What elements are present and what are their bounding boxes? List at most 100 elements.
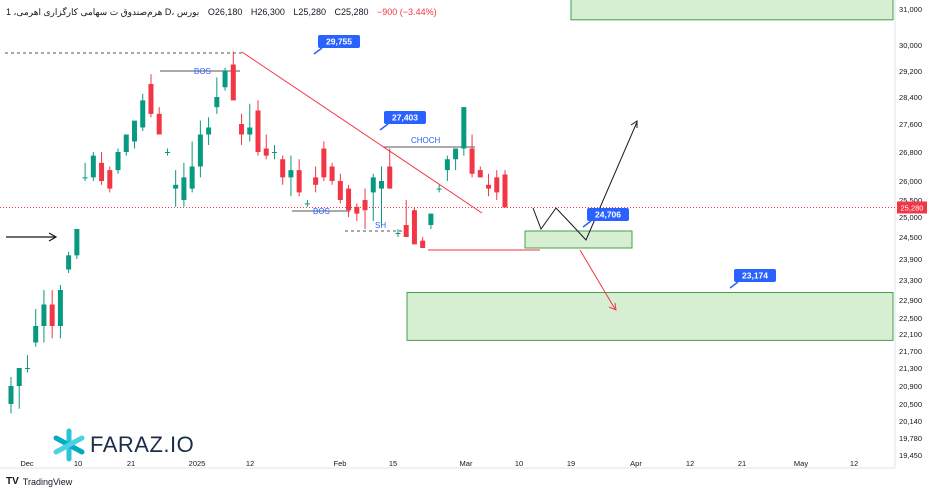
y-tick-label: 21,700	[899, 347, 922, 356]
candle-body	[280, 159, 286, 178]
x-tick-label: 12	[246, 459, 254, 468]
bearish-arrow-head	[608, 302, 617, 311]
candle-body	[247, 127, 253, 135]
demand-zone-1	[570, 0, 894, 21]
y-tick-label: 31,000	[899, 5, 922, 14]
current-price-text: 25,280	[901, 203, 924, 212]
x-tick-label: Dec	[20, 459, 34, 468]
candle-body	[123, 134, 129, 152]
y-tick-label: 23,900	[899, 255, 922, 264]
candle-body	[362, 200, 368, 211]
candle-body	[140, 100, 146, 128]
candle-body	[436, 188, 442, 190]
candle-body	[428, 213, 434, 225]
y-tick-label: 20,900	[899, 382, 922, 391]
high-value: H26,300	[250, 7, 285, 17]
y-tick-label: 19,780	[899, 434, 922, 443]
candle-body	[74, 229, 80, 256]
demand-zone-3	[406, 292, 894, 341]
candle-body	[82, 177, 88, 179]
tradingview-footer[interactable]: TV TradingView	[6, 476, 72, 487]
y-tick-label: 26,000	[899, 177, 922, 186]
y-tick-label: 30,000	[899, 41, 922, 50]
candle-body	[148, 84, 154, 114]
candle-body	[354, 206, 360, 214]
candle-body	[197, 134, 203, 167]
y-tick-label: 24,500	[899, 233, 922, 242]
demand-zone-2	[524, 230, 633, 249]
symbol-name: 1 ،هرم‌صندوق ت‌ سهامی کارگزاری‌ اهرمی D،…	[6, 7, 200, 17]
y-tick-label: 23,300	[899, 276, 922, 285]
projection-path	[532, 121, 638, 241]
price-callout-pointer	[729, 281, 739, 289]
chart-header: 1 ،هرم‌صندوق ت‌ سهامی کارگزاری‌ اهرمی D،…	[6, 7, 437, 18]
y-tick-label: 22,900	[899, 296, 922, 305]
annotation-label: CHOCH	[411, 136, 441, 145]
candle-body	[206, 127, 212, 135]
price-callout-pointer	[313, 47, 323, 55]
candle-body	[66, 255, 72, 270]
candle-body	[403, 225, 409, 237]
open-value: O26,180	[207, 7, 243, 17]
candle-body	[115, 152, 121, 171]
candle-body	[8, 386, 14, 404]
candle-body	[132, 120, 137, 142]
x-tick-label: 12	[686, 459, 694, 468]
candle-body	[90, 155, 96, 178]
y-tick-label: 28,400	[899, 93, 922, 102]
price-callout-box	[318, 35, 360, 48]
candle-body	[156, 113, 162, 135]
y-tick-label: 21,300	[899, 364, 922, 373]
y-tick-label: 20,500	[899, 400, 922, 409]
y-tick-label: 19,450	[899, 451, 922, 460]
faraz-star-icon	[53, 428, 85, 462]
y-tick-label: 29,200	[899, 67, 922, 76]
candle-body	[214, 97, 220, 108]
x-tick-label: Mar	[460, 459, 473, 468]
price-callout-box	[734, 269, 776, 282]
candle-body	[337, 181, 343, 200]
candle-body	[33, 326, 39, 343]
candle-body	[189, 166, 195, 189]
low-value: L25,280	[293, 7, 326, 17]
price-callout-text: 23,174	[742, 271, 768, 281]
candle-body	[41, 304, 47, 326]
x-tick-label: Apr	[630, 459, 642, 468]
candle-body	[444, 159, 450, 171]
price-callout-box	[384, 111, 426, 124]
x-tick-label: 15	[389, 459, 397, 468]
candle-body	[329, 166, 335, 181]
candle-body	[255, 110, 261, 152]
candle-body	[16, 368, 22, 386]
price-callout-text: 27,403	[392, 113, 418, 123]
candle-body	[387, 166, 393, 189]
candle-body	[453, 148, 459, 160]
x-tick-label: 21	[127, 459, 135, 468]
y-tick-label: 26,800	[899, 148, 922, 157]
candle-body	[271, 152, 277, 153]
candle-body	[346, 188, 352, 211]
close-value: C25,280	[334, 7, 369, 17]
candle-body	[494, 177, 500, 193]
candle-body	[181, 177, 187, 200]
candle-body	[477, 170, 483, 178]
candle-body	[379, 181, 384, 189]
candle-body	[222, 71, 228, 88]
annotation-label: BOS	[313, 207, 330, 216]
x-tick-label: 12	[850, 459, 858, 468]
annotation-label: BOS	[194, 67, 211, 76]
candle-body	[420, 240, 426, 248]
bearish-projection	[579, 249, 616, 310]
y-tick-label: 20,140	[899, 417, 922, 426]
candle-body	[296, 170, 302, 193]
candle-body	[230, 64, 236, 101]
y-tick-label: 25,000	[899, 213, 922, 222]
candle-body	[313, 177, 319, 185]
candle-body	[288, 170, 294, 178]
price-callout-pointer	[582, 220, 592, 228]
faraz-text: FARAZ.IO	[90, 432, 195, 457]
candle-body	[173, 184, 179, 189]
current-price-tag	[897, 201, 927, 214]
candle-body	[263, 148, 269, 156]
